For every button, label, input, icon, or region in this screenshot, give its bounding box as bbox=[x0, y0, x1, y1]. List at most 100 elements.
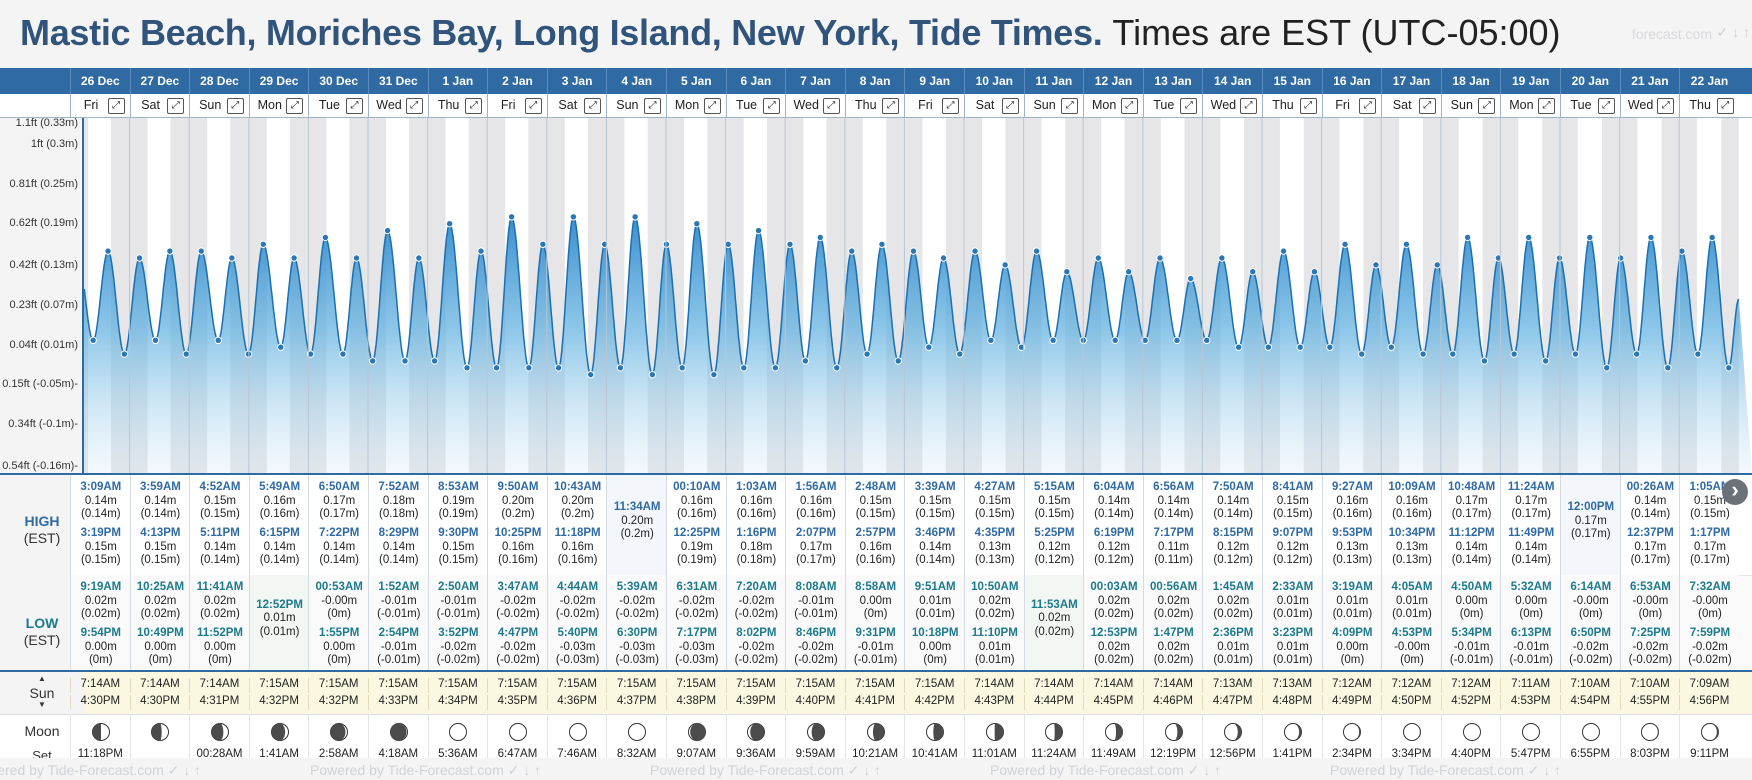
high-height-alt: (0.14m) bbox=[378, 554, 419, 566]
tide-point bbox=[971, 247, 979, 255]
low-time: 1:55PM bbox=[319, 627, 360, 639]
footer-credit: Powered by Tide-Forecast.com ✓ ↓ ↑ bbox=[0, 762, 290, 778]
expand-icon[interactable]: ⤢ bbox=[763, 98, 781, 114]
day-name: Tue bbox=[1570, 98, 1592, 112]
moonset-time: 12:56PM bbox=[1202, 748, 1262, 763]
expand-icon[interactable]: ⤢ bbox=[465, 98, 483, 114]
high-tide-entry: 3:46PM 0.14m (0.14m) bbox=[905, 527, 965, 569]
moonset-time: 1:41AM bbox=[248, 748, 309, 763]
moon-phase-icon bbox=[1402, 723, 1421, 741]
date-label: 26 Dec bbox=[70, 68, 130, 94]
expand-icon[interactable]: ⤢ bbox=[405, 98, 423, 114]
expand-icon[interactable]: ⤢ bbox=[1061, 98, 1079, 114]
expand-icon[interactable]: ⤢ bbox=[1537, 98, 1555, 114]
high-height: 0.18m bbox=[740, 540, 773, 553]
sun-arrows-icon: ▼ bbox=[38, 700, 46, 709]
high-height: 0.14m bbox=[204, 540, 236, 553]
expand-icon[interactable]: ⤢ bbox=[345, 98, 363, 114]
expand-icon[interactable]: ⤢ bbox=[1418, 98, 1436, 114]
expand-icon[interactable]: ⤢ bbox=[822, 98, 840, 114]
y-axis-label: 1.1ft (0.33m) bbox=[15, 117, 78, 129]
expand-icon[interactable]: ⤢ bbox=[703, 98, 721, 114]
sunset-time: 4:34PM bbox=[427, 695, 488, 710]
low-tide-entry: 00:56AM 0.02m (0.02m) bbox=[1144, 581, 1204, 623]
high-time: 11:12PM bbox=[1448, 527, 1495, 539]
tide-point bbox=[1186, 274, 1195, 283]
moonset-time: 10:21AM bbox=[844, 748, 905, 763]
expand-icon[interactable]: ⤢ bbox=[524, 98, 542, 114]
footer-credit-icons: ✓ ↓ ↑ bbox=[1523, 762, 1562, 778]
low-height-alt: (-0.02m) bbox=[496, 654, 540, 666]
expand-icon[interactable]: ⤢ bbox=[882, 98, 900, 114]
day-cell: Mon ⤢ bbox=[1083, 94, 1143, 118]
tide-point bbox=[1063, 268, 1071, 276]
low-tide-entry: 6:53AM -0.00m (0m) bbox=[1621, 581, 1681, 623]
expand-icon[interactable]: ⤢ bbox=[1180, 98, 1198, 114]
expand-icon[interactable]: ⤢ bbox=[1716, 98, 1734, 114]
high-cell: 8:41AM 0.15m (0.15m) 9:07PM 0.12m (0.12m) bbox=[1262, 475, 1322, 575]
expand-icon[interactable]: ⤢ bbox=[107, 98, 125, 114]
low-tide-entry: 3:47AM -0.02m (-0.02m) bbox=[488, 581, 548, 623]
low-tide-entry: 4:09PM 0.00m (0m) bbox=[1323, 627, 1383, 669]
low-height: -0.02m bbox=[738, 640, 775, 653]
footer-credit: Powered by Tide-Forecast.com ✓ ↓ ↑ bbox=[990, 762, 1310, 778]
tide-point bbox=[1124, 268, 1133, 276]
low-height: 0.00m bbox=[204, 640, 236, 653]
high-cell: 3:09AM 0.14m (0.14m) 3:19PM 0.15m (0.15m) bbox=[70, 475, 130, 575]
high-time: 8:15PM bbox=[1213, 527, 1254, 539]
day-name: Wed bbox=[1627, 98, 1654, 112]
expand-icon[interactable]: ⤢ bbox=[1120, 98, 1138, 114]
low-time: 6:31AM bbox=[676, 581, 718, 593]
high-height: 0.15m bbox=[1694, 494, 1726, 507]
high-time: 1:16PM bbox=[736, 527, 777, 539]
low-time: 3:23PM bbox=[1272, 627, 1313, 639]
expand-icon[interactable]: ⤢ bbox=[226, 98, 244, 114]
expand-icon[interactable]: ⤢ bbox=[1239, 98, 1257, 114]
low-time: 7:25PM bbox=[1630, 627, 1671, 639]
date-label: 22 Jan bbox=[1679, 68, 1739, 94]
moon-phase-icon bbox=[926, 723, 945, 741]
expand-icon[interactable]: ⤢ bbox=[1478, 98, 1496, 114]
high-height: 0.14m bbox=[263, 540, 296, 553]
high-time: 10:09AM bbox=[1388, 481, 1436, 493]
low-tide-entry: 6:50PM -0.02m (-0.02m) bbox=[1561, 627, 1621, 669]
high-time: 10:48AM bbox=[1447, 481, 1496, 493]
high-height: 0.16m bbox=[263, 494, 296, 507]
high-time: 8:53AM bbox=[437, 481, 479, 493]
low-tide-entry: 1:45AM 0.02m (0.02m) bbox=[1203, 581, 1263, 623]
expand-icon[interactable]: ⤢ bbox=[584, 98, 602, 114]
low-cell: 4:44AM -0.02m (-0.02m) 5:40PM -0.03m (-0.03m) bbox=[546, 575, 607, 670]
low-height: -0.02m bbox=[440, 640, 477, 653]
tide-point bbox=[525, 364, 533, 372]
footer-credit-icons: ✓ ↓ ↑ bbox=[503, 762, 542, 778]
high-height: 0.19m bbox=[442, 494, 475, 507]
day-cell: Thu ⤢ bbox=[1262, 94, 1322, 118]
high-height: 0.11m bbox=[1158, 540, 1190, 553]
date-label: 3 Jan bbox=[546, 68, 607, 94]
expand-icon[interactable]: ⤢ bbox=[643, 98, 661, 114]
high-time: 10:43AM bbox=[553, 481, 602, 493]
expand-icon[interactable]: ⤢ bbox=[286, 98, 304, 114]
expand-icon[interactable]: ⤢ bbox=[1657, 98, 1675, 114]
high-tide-entry: 10:09AM 0.16m (0.16m) bbox=[1382, 481, 1442, 523]
high-cell: 10:48AM 0.17m (0.17m) 11:12PM 0.14m (0.14m) bbox=[1440, 475, 1501, 575]
low-time: 2:50AM bbox=[437, 581, 479, 593]
low-time: 8:02PM bbox=[736, 627, 777, 639]
sunset-time: 4:50PM bbox=[1381, 695, 1441, 710]
low-tide-entry: 8:02PM -0.02m (-0.02m) bbox=[727, 627, 787, 669]
moon-phase-cell bbox=[1083, 714, 1143, 748]
expand-icon[interactable]: ⤢ bbox=[1001, 98, 1019, 114]
expand-icon[interactable]: ⤢ bbox=[941, 98, 959, 114]
sunset-time: 4:32PM bbox=[248, 695, 309, 710]
expand-icon[interactable]: ⤢ bbox=[167, 98, 185, 114]
expand-icon[interactable]: ⤢ bbox=[1359, 98, 1377, 114]
expand-icon[interactable]: ⤢ bbox=[1597, 98, 1615, 114]
scroll-next-button[interactable]: › bbox=[1722, 479, 1748, 505]
high-tide-entry: 00:10AM 0.16m (0.16m) bbox=[667, 481, 727, 523]
tide-point bbox=[1678, 247, 1686, 255]
expand-icon[interactable]: ⤢ bbox=[1299, 98, 1317, 114]
low-tide-entry: 9:31PM -0.01m (-0.01m) bbox=[846, 627, 906, 669]
high-tide-entry: 8:41AM 0.15m (0.15m) bbox=[1263, 481, 1323, 523]
y-axis-label: 0.81ft (0.25m) bbox=[9, 177, 78, 190]
low-time: 3:47AM bbox=[497, 581, 539, 593]
